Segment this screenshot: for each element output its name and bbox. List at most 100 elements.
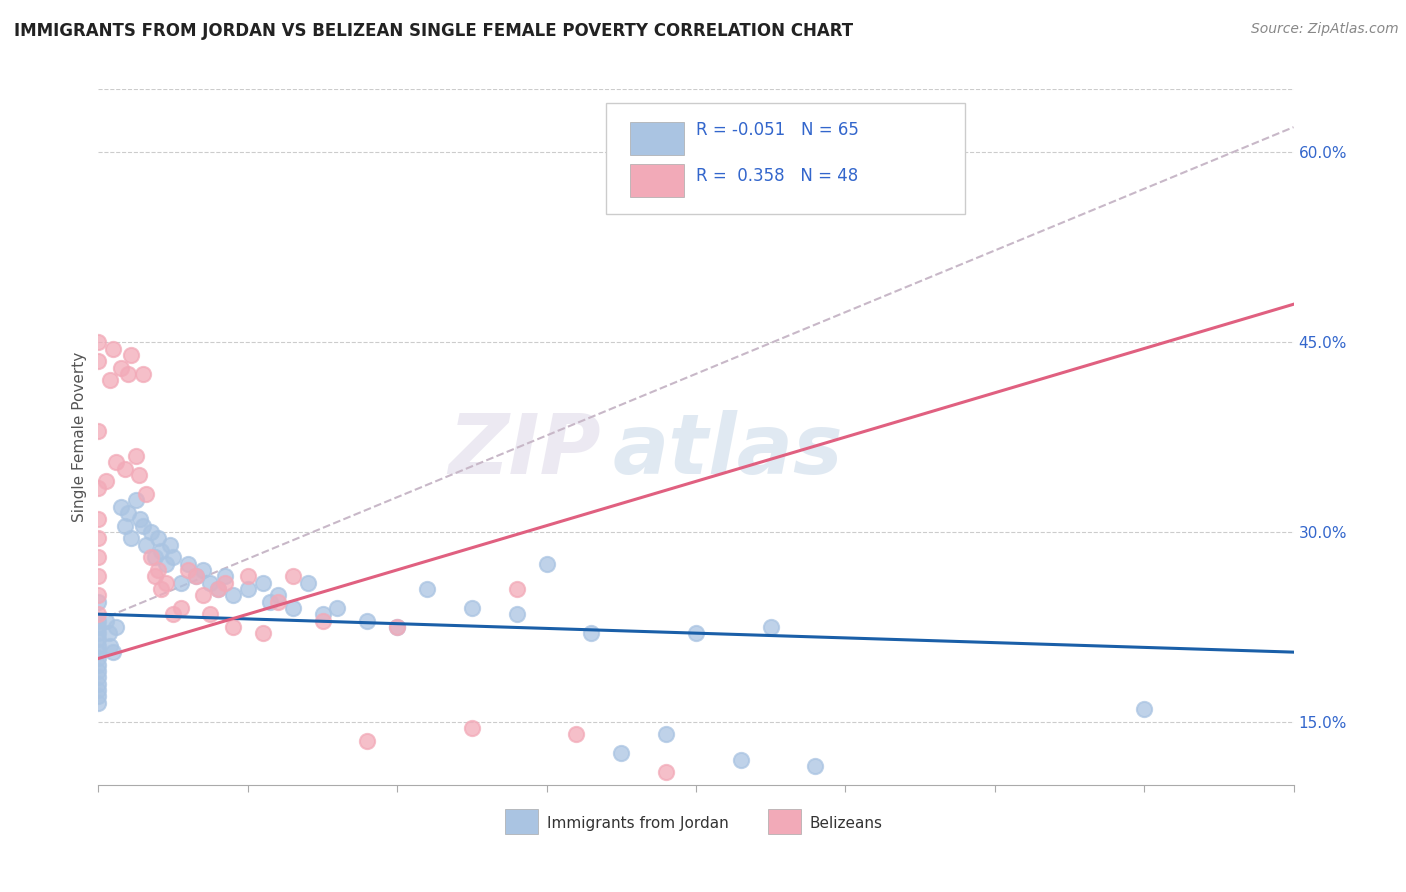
Point	[87, 690, 110, 704]
Point	[565, 727, 588, 741]
Point	[94, 475, 117, 489]
Point	[148, 563, 170, 577]
Text: ZIP: ZIP	[447, 410, 600, 491]
Point	[150, 582, 173, 596]
FancyBboxPatch shape	[630, 122, 685, 155]
FancyBboxPatch shape	[505, 809, 538, 834]
Point	[267, 588, 290, 602]
Point	[87, 645, 110, 659]
Point	[252, 575, 274, 590]
Point	[581, 626, 603, 640]
Point	[114, 518, 136, 533]
Point	[87, 607, 110, 622]
Point	[105, 455, 128, 469]
Point	[87, 632, 110, 647]
Point	[103, 645, 125, 659]
Point	[267, 594, 290, 608]
Point	[162, 607, 184, 622]
Text: IMMIGRANTS FROM JORDAN VS BELIZEAN SINGLE FEMALE POVERTY CORRELATION CHART: IMMIGRANTS FROM JORDAN VS BELIZEAN SINGL…	[14, 22, 853, 40]
Point	[1133, 702, 1156, 716]
Point	[461, 600, 484, 615]
Point	[87, 614, 110, 628]
Point	[87, 424, 110, 438]
Point	[252, 626, 274, 640]
Point	[177, 557, 200, 571]
FancyBboxPatch shape	[630, 163, 685, 197]
Point	[536, 557, 558, 571]
Point	[117, 367, 139, 381]
Point	[730, 790, 752, 805]
FancyBboxPatch shape	[768, 809, 801, 834]
Point	[222, 620, 245, 634]
Point	[98, 373, 122, 387]
Point	[120, 348, 142, 362]
Point	[103, 342, 125, 356]
Text: R =  0.358   N = 48: R = 0.358 N = 48	[696, 167, 858, 186]
Point	[87, 677, 110, 691]
Point	[759, 620, 782, 634]
Point	[159, 538, 181, 552]
Point	[135, 538, 157, 552]
Point	[87, 664, 110, 678]
Point	[506, 607, 529, 622]
Point	[200, 607, 222, 622]
Point	[214, 575, 236, 590]
Point	[200, 575, 222, 590]
Point	[297, 575, 319, 590]
Point	[461, 721, 484, 735]
Point	[87, 512, 110, 526]
Point	[87, 657, 110, 672]
Text: Immigrants from Jordan: Immigrants from Jordan	[547, 815, 728, 830]
Point	[97, 626, 120, 640]
Point	[87, 626, 110, 640]
Point	[506, 582, 529, 596]
Point	[326, 600, 349, 615]
Point	[87, 531, 110, 545]
Point	[117, 506, 139, 520]
Point	[207, 582, 229, 596]
Point	[87, 639, 110, 653]
Point	[128, 468, 150, 483]
Point	[120, 531, 142, 545]
Point	[385, 620, 409, 634]
Point	[259, 594, 281, 608]
Point	[87, 569, 110, 583]
FancyBboxPatch shape	[606, 103, 965, 214]
Text: Belizeans: Belizeans	[810, 815, 883, 830]
Point	[162, 550, 184, 565]
Point	[169, 575, 191, 590]
Point	[94, 614, 117, 628]
Point	[150, 544, 173, 558]
Point	[129, 512, 152, 526]
Point	[236, 569, 259, 583]
Point	[155, 557, 177, 571]
Point	[169, 600, 191, 615]
Point	[87, 588, 110, 602]
Point	[281, 600, 304, 615]
Point	[356, 733, 378, 747]
Point	[281, 569, 304, 583]
Point	[87, 481, 110, 495]
Point	[685, 626, 707, 640]
Y-axis label: Single Female Poverty: Single Female Poverty	[72, 352, 87, 522]
Point	[143, 550, 166, 565]
Point	[143, 569, 166, 583]
Point	[148, 531, 170, 545]
Point	[655, 765, 678, 780]
Point	[87, 683, 110, 698]
Point	[214, 569, 236, 583]
Point	[416, 582, 439, 596]
Point	[87, 550, 110, 565]
Point	[207, 582, 229, 596]
Point	[356, 614, 378, 628]
Point	[191, 588, 214, 602]
Point	[139, 550, 162, 565]
Point	[222, 588, 245, 602]
Point	[98, 639, 122, 653]
Point	[135, 487, 157, 501]
Point	[114, 461, 136, 475]
Text: Source: ZipAtlas.com: Source: ZipAtlas.com	[1251, 22, 1399, 37]
Point	[87, 670, 110, 684]
Point	[311, 607, 333, 622]
Point	[87, 620, 110, 634]
